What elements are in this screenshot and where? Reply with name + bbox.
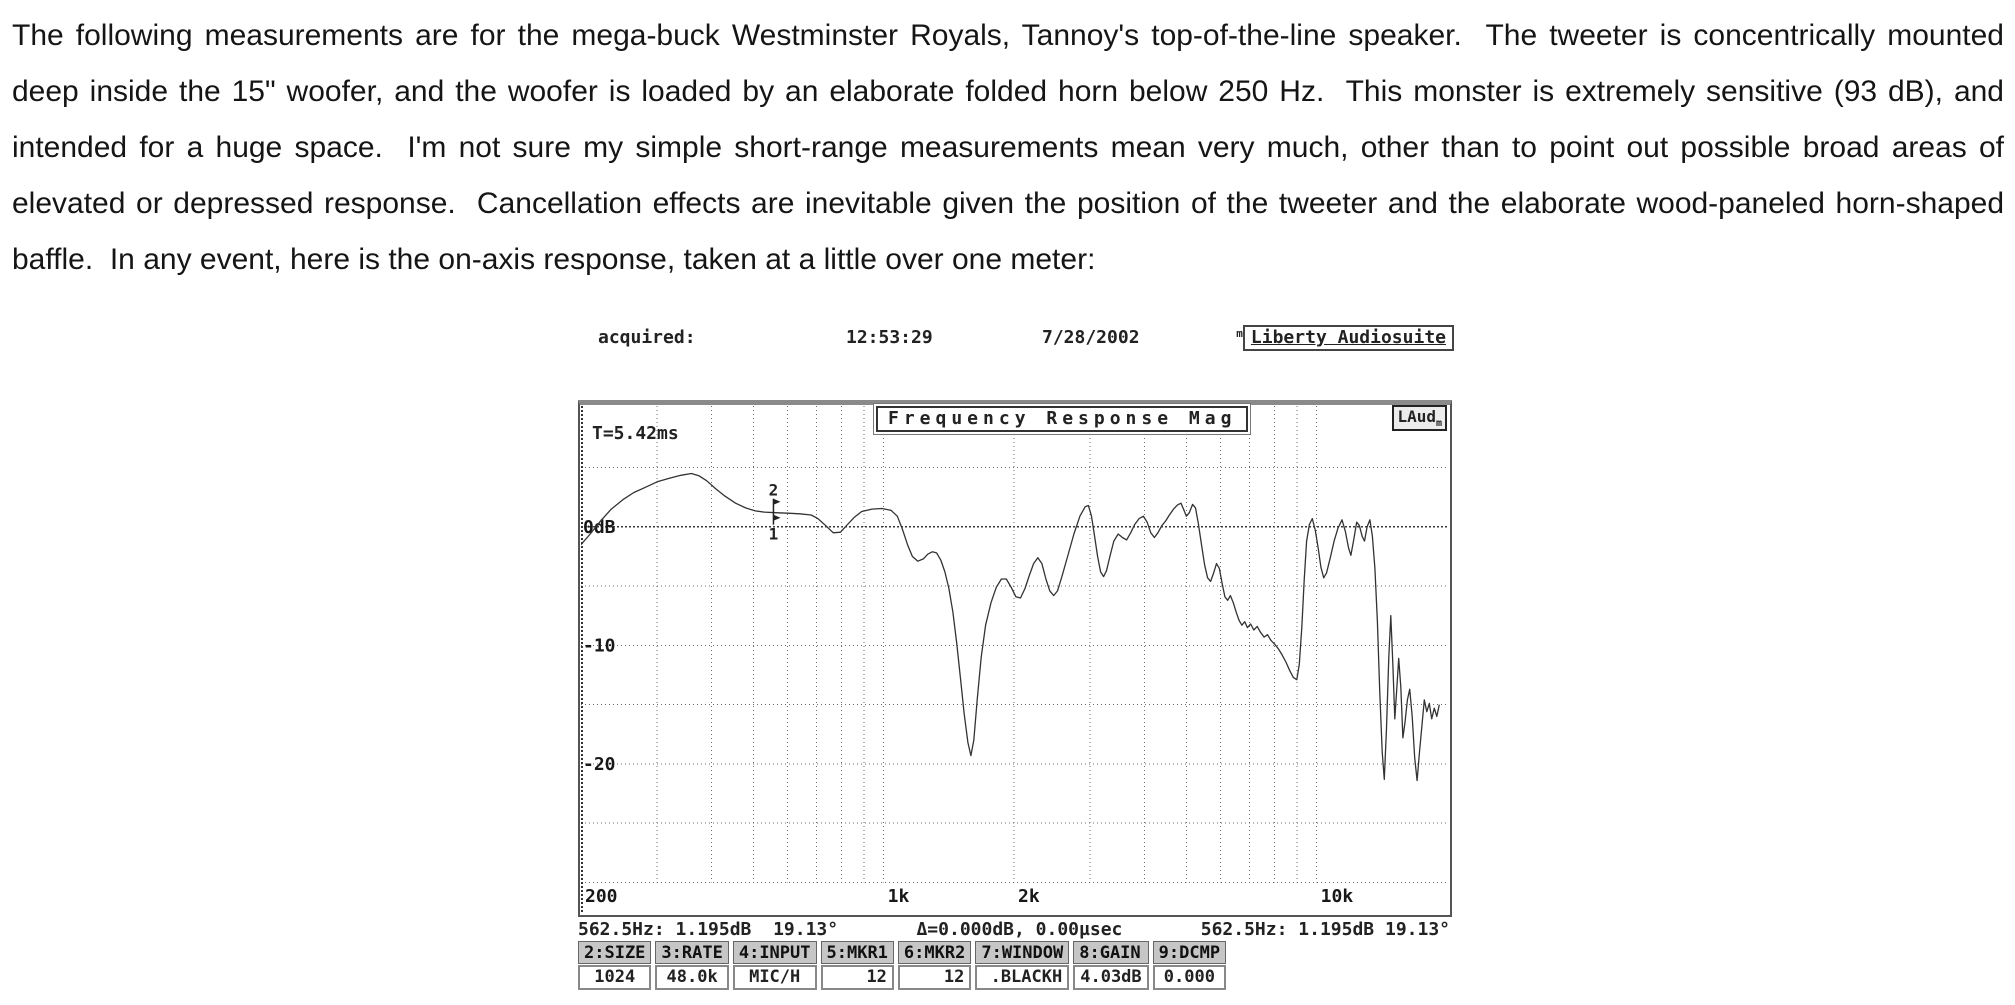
svg-text:2k: 2k xyxy=(1018,886,1040,907)
menu-key-rate[interactable]: 3:RATE 48.0k xyxy=(655,941,729,990)
marker2-readout: 562.5Hz: 1.195dB 19.13° xyxy=(1200,919,1450,940)
menu-value: MIC/H xyxy=(732,965,817,990)
marker1-readout: 562.5Hz: 1.195dB 19.13° xyxy=(578,919,839,940)
axis-tick-labels: 200 1k 2k 10k 0dB -10 -20 xyxy=(583,517,1353,907)
grid-lines xyxy=(581,406,1447,912)
intro-paragraph: The following measurements are for the m… xyxy=(12,19,2013,276)
laud-logo-mark: m xyxy=(1435,418,1442,430)
menu-key-label: 9:DCMP xyxy=(1152,941,1227,964)
menu-key-label: 3:RATE xyxy=(655,941,729,964)
menu-value: 0.000 xyxy=(1152,965,1227,990)
svg-text:10k: 10k xyxy=(1321,886,1354,907)
menu-key-label: 8:GAIN xyxy=(1073,941,1149,964)
acquired-label: acquired: xyxy=(598,327,696,348)
menu-value: 1024 xyxy=(578,965,652,990)
svg-text:1: 1 xyxy=(769,525,779,544)
menu-key-gain[interactable]: 8:GAIN 4.03dB xyxy=(1073,941,1149,990)
response-curve xyxy=(581,472,1440,782)
menu-value: 12 xyxy=(897,965,972,990)
menu-key-mkr2[interactable]: 6:MKR2 12 xyxy=(897,941,972,990)
menu-key-label: 6:MKR2 xyxy=(897,941,972,964)
delta-readout: Δ=0.000dB, 0.00µsec xyxy=(916,919,1123,940)
acquired-header: acquired: 12:53:29 7/28/2002 m Liberty Au… xyxy=(578,325,1454,351)
menu-key-window[interactable]: 7:WINDOW .BLACKH xyxy=(975,941,1070,990)
menu-key-size[interactable]: 2:SIZE 1024 xyxy=(578,941,652,990)
menu-value: .BLACKH xyxy=(975,965,1070,990)
laud-logo: LAudm xyxy=(1392,405,1447,432)
menu-key-label: 4:INPUT xyxy=(732,941,817,964)
menu-value: 48.0k xyxy=(655,965,729,990)
svg-text:-10: -10 xyxy=(583,635,616,656)
frequency-response-chart: 200 1k 2k 10k 0dB -10 -20 2 1 Frequency Response… xyxy=(578,400,1452,917)
menu-key-input[interactable]: 4:INPUT MIC/H xyxy=(732,941,817,990)
menu-key-dcmp[interactable]: 9:DCMP 0.000 xyxy=(1152,941,1227,990)
svg-text:2: 2 xyxy=(769,481,779,500)
svg-text:1k: 1k xyxy=(888,886,910,907)
menu-bar: 2:SIZE 1024 3:RATE 48.0k 4:INPUT MIC/H 5:MKR1 1… xyxy=(578,941,1227,990)
acquired-time: 12:53:29 xyxy=(846,327,933,348)
time-window-label: T=5.42ms xyxy=(592,423,679,444)
svg-text:200: 200 xyxy=(585,886,618,907)
laud-logo-text: LAud xyxy=(1397,407,1436,426)
menu-value: 12 xyxy=(820,965,894,990)
svg-text:-20: -20 xyxy=(583,754,616,775)
menu-key-label: 2:SIZE xyxy=(578,941,652,964)
menu-key-mkr1[interactable]: 5:MKR1 12 xyxy=(820,941,894,990)
acquired-date: 7/28/2002 xyxy=(1042,327,1140,348)
menu-value: 4.03dB xyxy=(1073,965,1149,990)
chart-title: Frequency Response Mag xyxy=(872,403,1252,435)
marker-status-bar: 562.5Hz: 1.195dB 19.13° Δ=0.000dB, 0.00µ… xyxy=(578,919,1450,940)
brand-wrap: m Liberty Audiosuite xyxy=(1236,325,1454,351)
brand-name: Liberty Audiosuite xyxy=(1242,325,1454,351)
brand-trademark: m xyxy=(1236,327,1243,340)
cursor-marker[interactable]: 21 xyxy=(769,481,781,544)
svg-text:0dB: 0dB xyxy=(583,517,616,538)
laud-measurement-block: acquired: 12:53:29 7/28/2002 m Liberty Au… xyxy=(578,325,1454,990)
menu-key-label: 7:WINDOW xyxy=(975,941,1070,964)
menu-key-label: 5:MKR1 xyxy=(820,941,894,964)
